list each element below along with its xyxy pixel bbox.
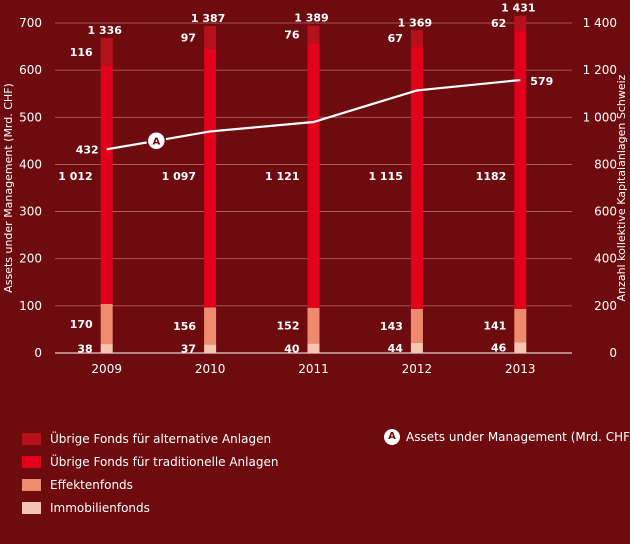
data-label-total: 1 431: [501, 2, 535, 15]
legend-label-alternative: Übrige Fonds für alternative Anlagen: [50, 432, 272, 446]
legend-label-aum: Assets under Management (Mrd. CHF): [406, 430, 630, 444]
legend-swatch-immobilien: [22, 502, 41, 514]
bar-segment: [204, 26, 217, 49]
data-label-total: 1 387: [191, 12, 225, 25]
data-label-alternative: 97: [181, 31, 196, 44]
legend-item-aum-line: A Assets under Management (Mrd. CHF): [384, 429, 630, 445]
y-tick-left: 300: [19, 205, 42, 219]
y-tick-right: 400: [594, 252, 617, 266]
bar-segment: [410, 30, 423, 47]
y-axis-right-title: Anzahl kollektive Kapitalanlagen Schweiz: [615, 74, 628, 301]
y-tick-right: 600: [594, 205, 617, 219]
aum-line-marker: [146, 130, 167, 151]
bar-segment: [307, 25, 320, 44]
bar-segment: [204, 307, 217, 345]
y-tick-left: 100: [19, 299, 42, 313]
y-tick-right: 1 400: [583, 16, 617, 30]
x-tick-label: 2012: [402, 362, 433, 376]
data-label-effekten: 170: [70, 318, 93, 331]
data-label-total: 1 389: [294, 12, 328, 25]
bar-segment: [410, 308, 423, 343]
bar-segment: [204, 344, 217, 353]
data-label-immobilien: 37: [181, 343, 196, 356]
bar-segment: [410, 342, 423, 353]
legend-swatch-effekten: [22, 479, 41, 491]
data-label-traditional: 1 097: [162, 170, 196, 183]
legend-marker-a: A: [384, 429, 400, 445]
chart: 0 100 200 300 400 500 600 700 0 200 400 600 800 1 000…: [2, 2, 628, 376]
x-tick-label: 2010: [195, 362, 226, 376]
legend-item-traditional: Übrige Fonds für traditionelle Anlagen: [22, 455, 278, 469]
y-tick-right: 1 200: [583, 63, 617, 77]
y-tick-right: 200: [594, 299, 617, 313]
bar-segment: [514, 308, 527, 343]
bar-segment: [100, 38, 113, 66]
aum-label-last: 579: [530, 75, 553, 88]
bar-segment: [514, 30, 527, 309]
x-tick-label: 2013: [505, 362, 536, 376]
y-tick-right: 0: [609, 346, 617, 360]
legend-label-effekten: Effektenfonds: [50, 478, 133, 492]
data-label-traditional: 1182: [476, 170, 507, 183]
legend-item-alternative: Übrige Fonds für alternative Anlagen: [22, 432, 271, 446]
data-label-effekten: 143: [380, 320, 403, 333]
bar-segment: [100, 303, 113, 345]
y-tick-left: 400: [19, 157, 42, 171]
data-label-traditional: 1 115: [368, 170, 402, 183]
data-label-total: 1 336: [87, 24, 122, 37]
data-label-alternative: 76: [284, 29, 300, 42]
bar-segment: [100, 65, 113, 304]
legend-label-immobilien: Immobilienfonds: [50, 501, 150, 515]
aum-line: [106, 78, 521, 151]
data-label-immobilien: 44: [388, 342, 404, 355]
data-label-traditional: 1 012: [58, 170, 92, 183]
bar-segment: [100, 344, 113, 353]
bar-segment: [204, 48, 217, 308]
y-tick-left: 200: [19, 252, 42, 266]
data-label-immobilien: 40: [284, 342, 300, 355]
y-tick-left: 0: [34, 346, 42, 360]
data-label-total: 1 369: [398, 16, 432, 29]
legend-label-traditional: Übrige Fonds für traditionelle Anlagen: [50, 455, 279, 469]
x-tick-label: 2011: [298, 362, 329, 376]
y-tick-right: 800: [594, 157, 617, 171]
bar-segment: [307, 343, 320, 353]
data-label-alternative: 67: [388, 32, 403, 45]
aum-line-marker-letter: A: [152, 137, 160, 148]
data-label-immobilien: 38: [77, 343, 92, 356]
y-tick-right: 1 000: [583, 110, 617, 124]
data-label-traditional: 1 121: [265, 170, 299, 183]
bar-segment: [307, 43, 320, 308]
data-label-alternative: 116: [70, 46, 93, 59]
y-tick-left: 500: [19, 110, 42, 124]
legend-item-immobilien: Immobilienfonds: [22, 501, 150, 515]
bar-segment: [410, 46, 423, 309]
data-label-immobilien: 46: [491, 342, 507, 355]
data-label-effekten: 156: [173, 320, 196, 333]
bar-segment: [514, 15, 527, 31]
legend-item-effekten: Effektenfonds: [22, 478, 133, 492]
y-tick-left: 600: [19, 63, 42, 77]
data-label-alternative: 62: [491, 17, 506, 30]
x-tick-label: 2009: [91, 362, 122, 376]
y-tick-left: 700: [19, 16, 42, 30]
data-label-effekten: 141: [483, 320, 506, 333]
legend-swatch-traditional: [22, 456, 41, 468]
y-axis-left-title: Assets under Management (Mrd. CHF): [2, 83, 15, 293]
legend-swatch-alternative: [22, 433, 41, 445]
aum-label-first: 432: [76, 143, 99, 156]
bar-segment: [514, 342, 527, 353]
data-label-effekten: 152: [277, 320, 300, 333]
bar-segment: [307, 307, 320, 344]
